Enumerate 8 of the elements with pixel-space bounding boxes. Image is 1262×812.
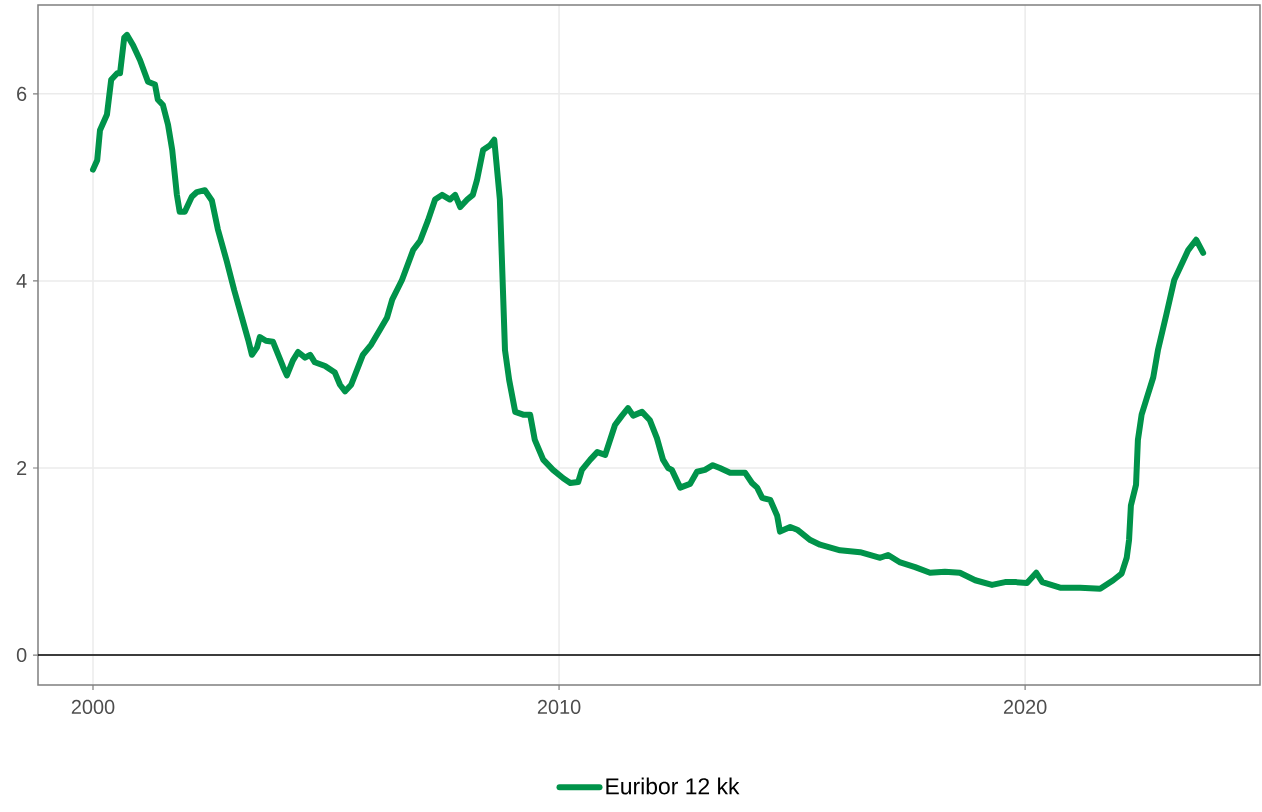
x-tick-label: 2000 xyxy=(71,699,115,714)
y-tick-label: 6 xyxy=(17,86,27,101)
y-tick-label: 4 xyxy=(16,274,27,288)
y-tick-label: 2 xyxy=(17,461,27,475)
y-tick-label: 0 xyxy=(16,648,27,663)
legend-label: Euribor 12 kk xyxy=(606,777,740,795)
x-tick-label: 2020 xyxy=(1003,699,1047,714)
x-tick-label: 2010 xyxy=(537,699,581,714)
